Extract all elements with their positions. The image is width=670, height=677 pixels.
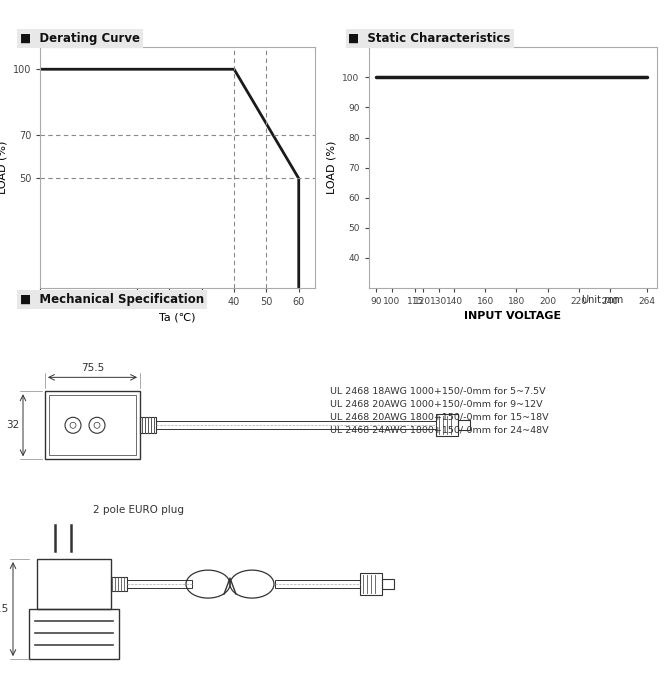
Bar xyxy=(156,421,436,429)
Text: UL 2468 18AWG 1000+150/-0mm for 5~7.5V: UL 2468 18AWG 1000+150/-0mm for 5~7.5V xyxy=(330,387,545,395)
Text: UL 2468 20AWG 1000+150/-0mm for 9~12V: UL 2468 20AWG 1000+150/-0mm for 9~12V xyxy=(330,399,543,408)
Text: ■  Derating Curve: ■ Derating Curve xyxy=(20,32,140,45)
Bar xyxy=(37,559,111,609)
Text: UL 2468 24AWG 1800+150/-0mm for 24~48V: UL 2468 24AWG 1800+150/-0mm for 24~48V xyxy=(330,425,549,434)
Y-axis label: LOAD (%): LOAD (%) xyxy=(327,141,336,194)
Y-axis label: LOAD (%): LOAD (%) xyxy=(0,141,7,194)
Bar xyxy=(29,609,119,659)
Text: UL 2468 20AWG 1800+150/-0mm for 15~18V: UL 2468 20AWG 1800+150/-0mm for 15~18V xyxy=(330,412,549,421)
X-axis label: INPUT VOLTAGE: INPUT VOLTAGE xyxy=(464,311,561,322)
Bar xyxy=(127,580,192,588)
Bar xyxy=(458,420,470,431)
Bar xyxy=(360,573,382,595)
Bar xyxy=(45,391,140,459)
Text: ■  Mechanical Specification: ■ Mechanical Specification xyxy=(20,293,204,306)
Text: 75.5: 75.5 xyxy=(81,364,104,373)
Bar xyxy=(275,580,360,588)
Text: 32: 32 xyxy=(6,420,19,431)
Text: Unit:mm: Unit:mm xyxy=(581,295,623,305)
Bar xyxy=(111,577,127,591)
Text: ■  Static Characteristics: ■ Static Characteristics xyxy=(348,32,511,45)
X-axis label: Ta (℃): Ta (℃) xyxy=(159,312,196,322)
Bar xyxy=(382,579,394,589)
Bar xyxy=(140,417,156,433)
Text: 47.5: 47.5 xyxy=(0,604,9,614)
Bar xyxy=(49,395,136,455)
Bar xyxy=(436,414,458,436)
Text: 2 pole EURO plug: 2 pole EURO plug xyxy=(93,505,184,515)
